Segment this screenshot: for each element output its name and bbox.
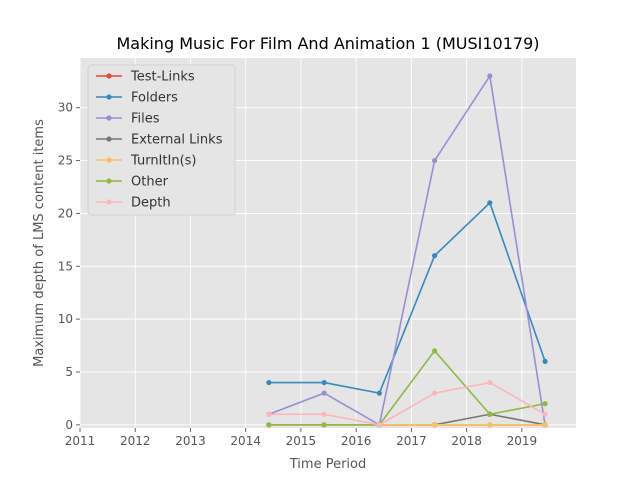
y-tick-label: 15: [58, 259, 73, 273]
legend-label-other: Other: [131, 175, 169, 190]
x-axis-label: Time Period: [289, 457, 366, 472]
x-tick-label: 2018: [451, 434, 482, 448]
legend-marker-folders: [106, 94, 112, 100]
data-point-turnitin-s: [542, 422, 548, 428]
data-point-other: [321, 422, 327, 428]
legend-marker-other: [106, 178, 112, 184]
series-lines: [266, 73, 548, 428]
legend: Test-Links Folders Files External Links Turn…: [87, 64, 236, 216]
series-line-depth: [268, 381, 546, 426]
data-point-files: [487, 73, 493, 79]
y-tick-label: 0: [65, 418, 73, 432]
data-point-depth: [542, 411, 548, 417]
grid: [79, 58, 576, 428]
data-point-depth: [321, 411, 327, 417]
y-axis-label: Maximum depth of LMS content items: [32, 119, 47, 367]
legend-marker-turnitin-s: [106, 157, 112, 163]
series-other: [266, 348, 548, 428]
x-tick-label: 2016: [341, 434, 372, 448]
x-tick-label: 2012: [120, 434, 151, 448]
x-tick-label: 2011: [65, 434, 96, 448]
data-point-turnitin-s: [487, 422, 493, 428]
chart-title: Making Music For Film And Animation 1 (M…: [116, 34, 539, 53]
legend-marker-depth: [106, 199, 112, 205]
x-tick-label: 2019: [507, 434, 538, 448]
y-tick-label: 25: [58, 154, 73, 168]
data-point-other: [487, 411, 493, 417]
data-point-other: [542, 401, 548, 407]
legend-label-depth: Depth: [131, 196, 171, 211]
y-tick-label: 5: [65, 365, 73, 379]
x-tick-label: 2017: [396, 434, 427, 448]
legend-label-test-links: Test-Links: [130, 70, 195, 85]
y-axis-ticks: 0 5 10 15 20 25 30: [58, 101, 80, 432]
series-depth: [266, 379, 548, 428]
x-tick-label: 2014: [230, 434, 261, 448]
data-point-depth: [376, 422, 382, 428]
y-tick-label: 10: [58, 312, 73, 326]
data-point-files: [321, 390, 327, 396]
x-tick-label: 2013: [175, 434, 206, 448]
data-point-depth: [487, 379, 493, 386]
legend-marker-files: [106, 115, 112, 121]
data-point-other: [266, 422, 272, 428]
data-point-files: [432, 157, 438, 164]
legend-label-files: Files: [131, 112, 160, 127]
data-point-folders: [321, 379, 327, 386]
legend-label-external-links: External Links: [131, 133, 223, 148]
series-line-folders: [268, 201, 546, 395]
data-point-folders: [487, 200, 493, 206]
legend-box: [87, 64, 236, 216]
legend-marker-test-links: [106, 73, 112, 79]
data-point-folders: [432, 253, 438, 259]
y-tick-label: 20: [58, 206, 73, 220]
x-axis-ticks: 2011 2012 2013 2014 2015 2016 2017 2018 2019: [65, 428, 537, 448]
series-folders: [266, 200, 548, 396]
legend-marker-external-links: [106, 136, 112, 142]
data-point-depth: [432, 390, 438, 396]
series-line-other: [268, 349, 546, 426]
data-point-depth: [266, 411, 272, 417]
data-point-folders: [266, 379, 272, 386]
data-point-folders: [376, 390, 382, 396]
legend-label-turnitin-s: TurnItIn(s): [130, 154, 196, 169]
legend-label-folders: Folders: [131, 91, 178, 106]
data-point-turnitin-s: [432, 422, 438, 428]
data-point-folders: [542, 358, 548, 364]
x-tick-label: 2015: [286, 434, 317, 448]
y-tick-label: 30: [58, 101, 73, 115]
data-point-other: [432, 348, 438, 354]
series-line-files: [268, 73, 546, 427]
